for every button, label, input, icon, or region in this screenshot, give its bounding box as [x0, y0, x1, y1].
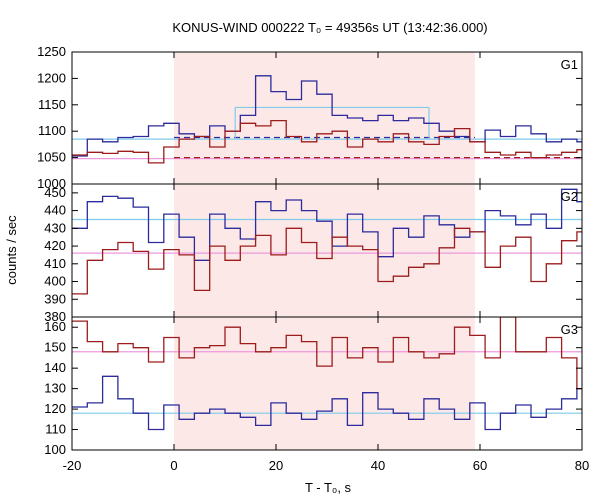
panel-g1-ytick-label: 1050 — [37, 150, 66, 165]
panel-g2-series-1 — [72, 188, 582, 261]
x-tick-label: 60 — [473, 458, 487, 473]
panel-g2-ytick-label: 440 — [44, 203, 66, 218]
plot-area: 100010501100115012001250G138039040041042… — [37, 44, 589, 473]
panel-g2-ytick-label: 450 — [44, 185, 66, 200]
panel-g1-series-1 — [72, 75, 582, 157]
panel-g3-frame — [71, 316, 583, 451]
panel-g3-series-1 — [72, 375, 582, 431]
panel-g2-label: G2 — [561, 189, 578, 204]
panel-g3-label: G3 — [561, 322, 578, 337]
panel-g2-series-2 — [72, 227, 582, 295]
panel-g1-ytick-label: 1250 — [37, 44, 66, 59]
panel-g1-ytick-label: 1000 — [37, 176, 66, 191]
panel-g1-series-2 — [72, 119, 582, 164]
panel-g2-ytick-label: 430 — [44, 220, 66, 235]
panel-g2-ytick-label: 380 — [44, 309, 66, 324]
panel-g1-ytick-label: 1200 — [37, 70, 66, 85]
x-tick-label: 40 — [371, 458, 385, 473]
panel-g3-ytick-label: 100 — [44, 442, 66, 457]
panel-g2-ytick-label: 410 — [44, 256, 66, 271]
panel-g3-ytick-label: 150 — [44, 340, 66, 355]
panel-g3-series-2 — [72, 317, 582, 390]
panel-g3-ytick-label: 120 — [44, 401, 66, 416]
panel-g1-ytick-label: 1100 — [38, 123, 66, 138]
x-axis-label: T - T₀, s — [305, 480, 352, 495]
panel-g2-ytick-label: 390 — [44, 291, 66, 306]
panel-g1-label: G1 — [561, 57, 578, 72]
chart-title: KONUS-WIND 000222 T₀ = 49356s UT (13:42:… — [172, 20, 487, 35]
y-axis-label: counts / sec — [4, 215, 19, 285]
x-tick-label: 20 — [269, 458, 283, 473]
panel-g3-ytick-label: 140 — [44, 360, 66, 375]
panel-g2-ytick-label: 420 — [44, 238, 66, 253]
panel-g2-ytick-label: 400 — [44, 274, 66, 289]
shaded-interval — [174, 52, 475, 450]
panel-g3-ytick-label: 130 — [44, 381, 66, 396]
x-tick-label: 80 — [575, 458, 589, 473]
x-tick-label: -20 — [63, 458, 82, 473]
panel-g3-ytick-label: 110 — [45, 422, 66, 437]
panel-g3-ytick-label: 160 — [44, 319, 66, 334]
x-tick-label: 0 — [170, 458, 177, 473]
panel-g1-ytick-label: 1150 — [38, 97, 66, 112]
